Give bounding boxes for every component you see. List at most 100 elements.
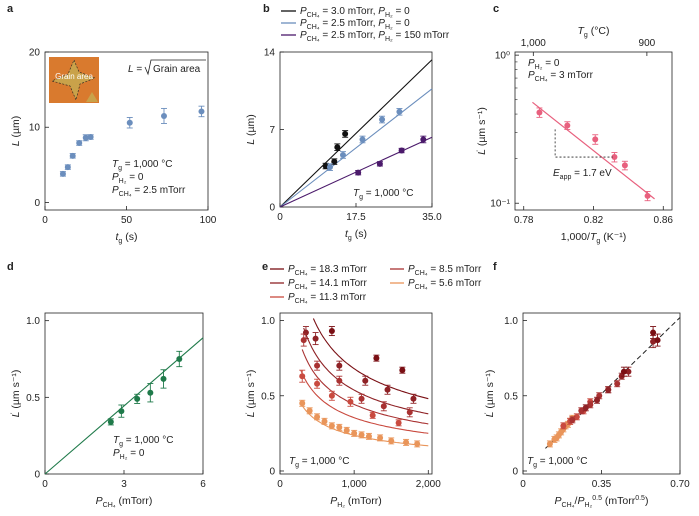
- x-tick-label: 0.78: [514, 215, 534, 226]
- data-point: [573, 413, 580, 420]
- grain-inset: Grain area: [49, 57, 99, 103]
- x-axis-label: 1,000/Tg (K⁻¹): [561, 231, 626, 245]
- data-point: [300, 337, 307, 344]
- data-point: [625, 368, 632, 375]
- y-tick-label: 0: [34, 198, 40, 209]
- plot-frame: [279, 312, 433, 475]
- top-tick-label: 1,000: [521, 38, 546, 49]
- data-point: [380, 403, 387, 410]
- condition-label: Tg = 1,000 °C: [527, 456, 587, 469]
- data-point: [403, 439, 410, 446]
- data-point: [314, 413, 321, 420]
- data-point: [359, 136, 366, 143]
- data-point: [398, 147, 405, 154]
- y-tick-label: 10⁻¹: [490, 199, 510, 210]
- data-point: [312, 335, 319, 342]
- data-point: [654, 337, 661, 344]
- y-tick-label: 0: [269, 203, 275, 214]
- data-point: [76, 140, 83, 147]
- x-tick-label: 17.5: [346, 212, 366, 223]
- inset-label: Grain area: [55, 72, 93, 81]
- fit-curve: [301, 349, 429, 425]
- x-tick-label: 0: [520, 479, 526, 490]
- plot-frame: [44, 312, 204, 475]
- x-axis-label: PCH₄ (mTorr): [96, 495, 153, 509]
- panel-letter: d: [7, 261, 14, 273]
- y-axis-label: L̇ (µm s⁻¹): [475, 107, 488, 155]
- data-point: [406, 409, 413, 416]
- panel-letter: e: [262, 261, 268, 273]
- x-tick-label: 0.35: [592, 479, 612, 490]
- y-tick-label: 10: [29, 123, 41, 134]
- grain-shape: [51, 59, 96, 101]
- y-tick-label: 0.5: [26, 393, 40, 404]
- data-point: [564, 122, 571, 129]
- data-point: [59, 170, 66, 177]
- data-point: [410, 395, 417, 402]
- grain-fragment: [86, 92, 98, 102]
- condition-label: Tg = 1,000 °C: [289, 456, 349, 469]
- x-tick-label: 100: [200, 215, 217, 226]
- data-point: [331, 158, 338, 165]
- y-axis-label: L̇ (µm s⁻¹): [244, 370, 257, 418]
- sqrt-symbol: [144, 59, 206, 76]
- fit-line: [279, 59, 433, 208]
- data-point: [621, 162, 628, 169]
- data-point: [198, 108, 205, 115]
- condition-label: Tg = 1,000 °C: [112, 159, 172, 172]
- activation-label: Eapp = 1.7 eV: [553, 168, 612, 181]
- legend-entry: PCH₄ = 18.3 mTorr: [288, 264, 368, 277]
- y-tick-label: 7: [269, 125, 275, 136]
- panel-c: c 0.78 0.82 0.86 10⁰ 10⁻¹ 1,000/Tg (K⁻¹) L̇ (µm…: [475, 3, 673, 245]
- data-point: [420, 136, 427, 143]
- data-point: [379, 116, 386, 123]
- data-point: [592, 136, 599, 143]
- data-point: [336, 377, 343, 384]
- data-point: [118, 408, 125, 415]
- data-point: [328, 422, 335, 429]
- y-tick-label: 10⁰: [495, 51, 510, 62]
- data-point: [87, 134, 94, 141]
- y-tick-label: 1.0: [26, 316, 40, 327]
- x-axis-label: tg (s): [345, 228, 367, 242]
- x-tick-label: 1,000: [342, 479, 367, 490]
- data-point: [536, 109, 543, 116]
- y-axis-label: L̇ (µm s⁻¹): [483, 370, 496, 418]
- data-point: [82, 134, 89, 141]
- data-point: [107, 418, 114, 425]
- y-axis-label: L̇ (µm s⁻¹): [9, 370, 22, 418]
- legend-entry: PCH₄ = 3.0 mTorr, PH₂ = 0: [300, 6, 410, 19]
- x-tick-label: 2,000: [416, 479, 441, 490]
- data-point: [347, 398, 354, 405]
- x-axis-label: tg (s): [116, 231, 138, 245]
- data-point: [578, 407, 585, 414]
- data-point: [160, 112, 167, 119]
- data-point: [160, 375, 167, 382]
- legend-entry: PCH₄ = 14.1 mTorr: [288, 278, 368, 291]
- data-point: [328, 328, 335, 335]
- legend-entry: PCH₄ = 2.5 mTorr, PH₂ = 150 mTorr: [300, 30, 450, 43]
- data-point: [328, 392, 335, 399]
- data-point: [365, 433, 372, 440]
- x-tick-label: 50: [121, 215, 133, 226]
- data-point: [314, 362, 321, 369]
- data-point: [396, 108, 403, 115]
- data-point: [594, 397, 601, 404]
- data-point: [620, 368, 627, 375]
- panel-b: b 0 17.5 35.0 0 7 14 tg (s) L (µm) PCH₄ = 3.0 mTo…: [245, 3, 450, 242]
- panel-letter: a: [7, 3, 14, 15]
- data-point: [358, 395, 365, 402]
- x-axis-label: PCH₄/PH₂0.5 (mTorr0.5): [555, 495, 649, 509]
- condition-label: PH₂ = 0: [528, 58, 560, 71]
- data-point: [334, 144, 341, 151]
- x-tick-label: 0.70: [670, 479, 690, 490]
- condition-label: PCH₄ = 3 mTorr: [528, 70, 594, 83]
- panel-letter: c: [493, 3, 499, 15]
- x-tick-label: 0: [277, 212, 283, 223]
- plot-frame: [522, 312, 681, 475]
- panel-e: e 0 1,000 2,000 0 0.5 1.0 PH₂ (mTorr) L̇ (µm s⁻¹…: [244, 261, 482, 509]
- condition-label: PCH₄ = 2.5 mTorr: [112, 185, 186, 198]
- y-axis-label: L (µm): [10, 116, 22, 147]
- sqrt-equation: L = Grain area: [128, 59, 206, 76]
- y-tick-label: 1.0: [504, 316, 518, 327]
